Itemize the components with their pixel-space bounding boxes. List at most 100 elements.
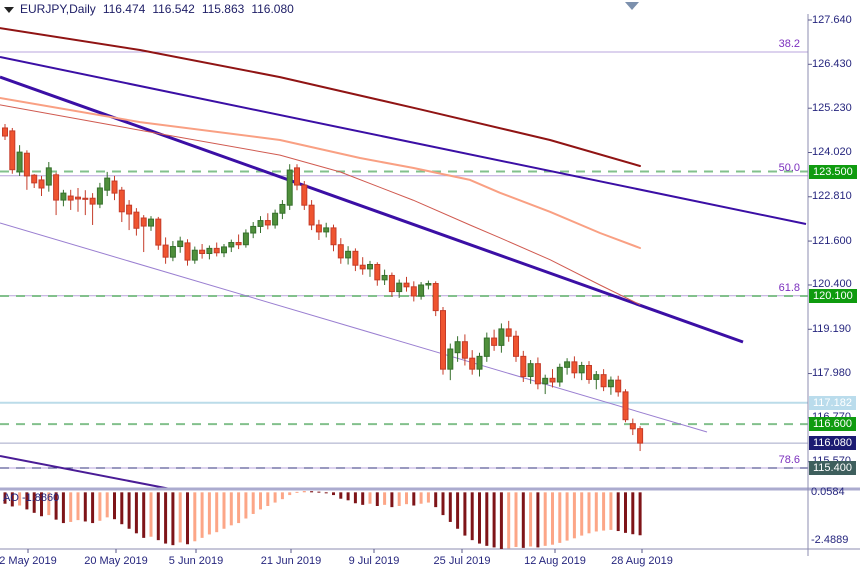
ao-bar <box>616 492 620 532</box>
ao-bar <box>40 492 43 517</box>
ao-bar <box>448 492 452 522</box>
ao-bar <box>186 492 189 545</box>
symbol-name: EURJPY,Daily <box>20 2 96 16</box>
candle <box>169 241 176 262</box>
ao-bar <box>83 492 87 522</box>
candle <box>469 350 476 375</box>
ao-bar <box>229 492 233 526</box>
high-value: 116.542 <box>152 2 195 16</box>
candle <box>199 243 206 259</box>
ao-bar <box>193 492 197 542</box>
candle <box>279 200 286 220</box>
candle <box>498 323 505 353</box>
candle <box>104 171 111 197</box>
trendline-channel-line[interactable] <box>0 222 708 433</box>
ao-bar <box>405 492 408 505</box>
main-pane[interactable] <box>0 27 808 492</box>
ao-bar <box>339 492 343 499</box>
symbol-ohlc-readout: EURJPY,Daily 116.474 116.542 115.863 116.080 <box>4 2 294 16</box>
ao-bar <box>171 492 175 546</box>
candle <box>586 361 592 384</box>
ao-bar <box>3 492 7 504</box>
candle <box>578 361 585 381</box>
ao-bar <box>631 492 635 535</box>
candle <box>301 181 308 210</box>
ao-bar <box>237 492 241 524</box>
close-value: 116.080 <box>251 2 294 16</box>
candle <box>31 174 38 188</box>
candle <box>359 257 366 275</box>
candle <box>53 172 60 216</box>
candle <box>629 418 636 436</box>
ma-salmon <box>0 97 641 249</box>
candle <box>184 239 191 266</box>
candle <box>491 329 498 351</box>
candle <box>162 237 169 264</box>
ao-bar <box>419 492 423 504</box>
ao-bar <box>390 492 394 508</box>
ao-bar <box>521 492 525 548</box>
ao-bar <box>288 492 292 496</box>
ao-bar <box>514 492 518 547</box>
candle <box>9 127 16 174</box>
candle <box>38 175 45 197</box>
ao-bar <box>456 492 460 529</box>
ao-bar <box>244 492 248 519</box>
candle <box>637 426 644 452</box>
ao-bar <box>594 492 598 532</box>
chart-shift-marker-icon[interactable] <box>625 2 639 10</box>
candle <box>403 276 410 292</box>
candle <box>593 370 600 390</box>
candle <box>367 260 373 277</box>
candle <box>418 282 425 300</box>
low-value: 115.863 <box>201 2 245 16</box>
ao-bar <box>32 492 36 513</box>
ao-bar <box>156 492 160 541</box>
candle <box>126 200 133 231</box>
candle <box>396 279 403 298</box>
candle <box>191 246 198 264</box>
open-value: 116.474 <box>102 2 146 16</box>
ohlc-collapse-triangle-icon[interactable] <box>4 6 14 13</box>
candle <box>447 343 454 381</box>
ao-bar <box>47 492 51 516</box>
trendline-steep-resistance[interactable] <box>0 75 744 344</box>
candle <box>564 358 571 375</box>
ao-bar <box>368 492 372 504</box>
ao-bar <box>602 492 606 531</box>
candle <box>330 224 337 252</box>
ao-bar <box>361 492 365 505</box>
ao-bar <box>565 492 569 541</box>
ao-bar <box>120 492 124 525</box>
ao-bar <box>558 492 562 543</box>
candle <box>221 243 227 258</box>
ao-indicator-name: AO <box>3 492 19 504</box>
ao-bar <box>412 492 416 506</box>
candle <box>96 182 103 209</box>
candle <box>483 332 490 362</box>
candle <box>571 356 578 379</box>
ao-bar <box>324 492 328 494</box>
ao-bar <box>332 492 335 496</box>
candle <box>264 213 271 230</box>
ao-bar <box>587 492 591 534</box>
ao-bar <box>383 492 387 505</box>
candle <box>461 334 468 366</box>
candle <box>425 280 432 290</box>
candle <box>286 164 293 210</box>
candle <box>615 375 622 397</box>
candle <box>556 363 563 387</box>
ao-bar <box>551 492 554 545</box>
trendline-upper-resistance[interactable] <box>0 56 807 225</box>
ao-bar <box>266 492 270 506</box>
ao-bar <box>280 492 284 500</box>
candle <box>454 336 461 362</box>
ao-bar <box>507 492 511 549</box>
candle <box>16 145 23 176</box>
ao-bar <box>529 492 533 547</box>
candle <box>542 374 549 395</box>
candle <box>213 242 220 257</box>
trendline-lower-short-line[interactable] <box>0 455 186 492</box>
